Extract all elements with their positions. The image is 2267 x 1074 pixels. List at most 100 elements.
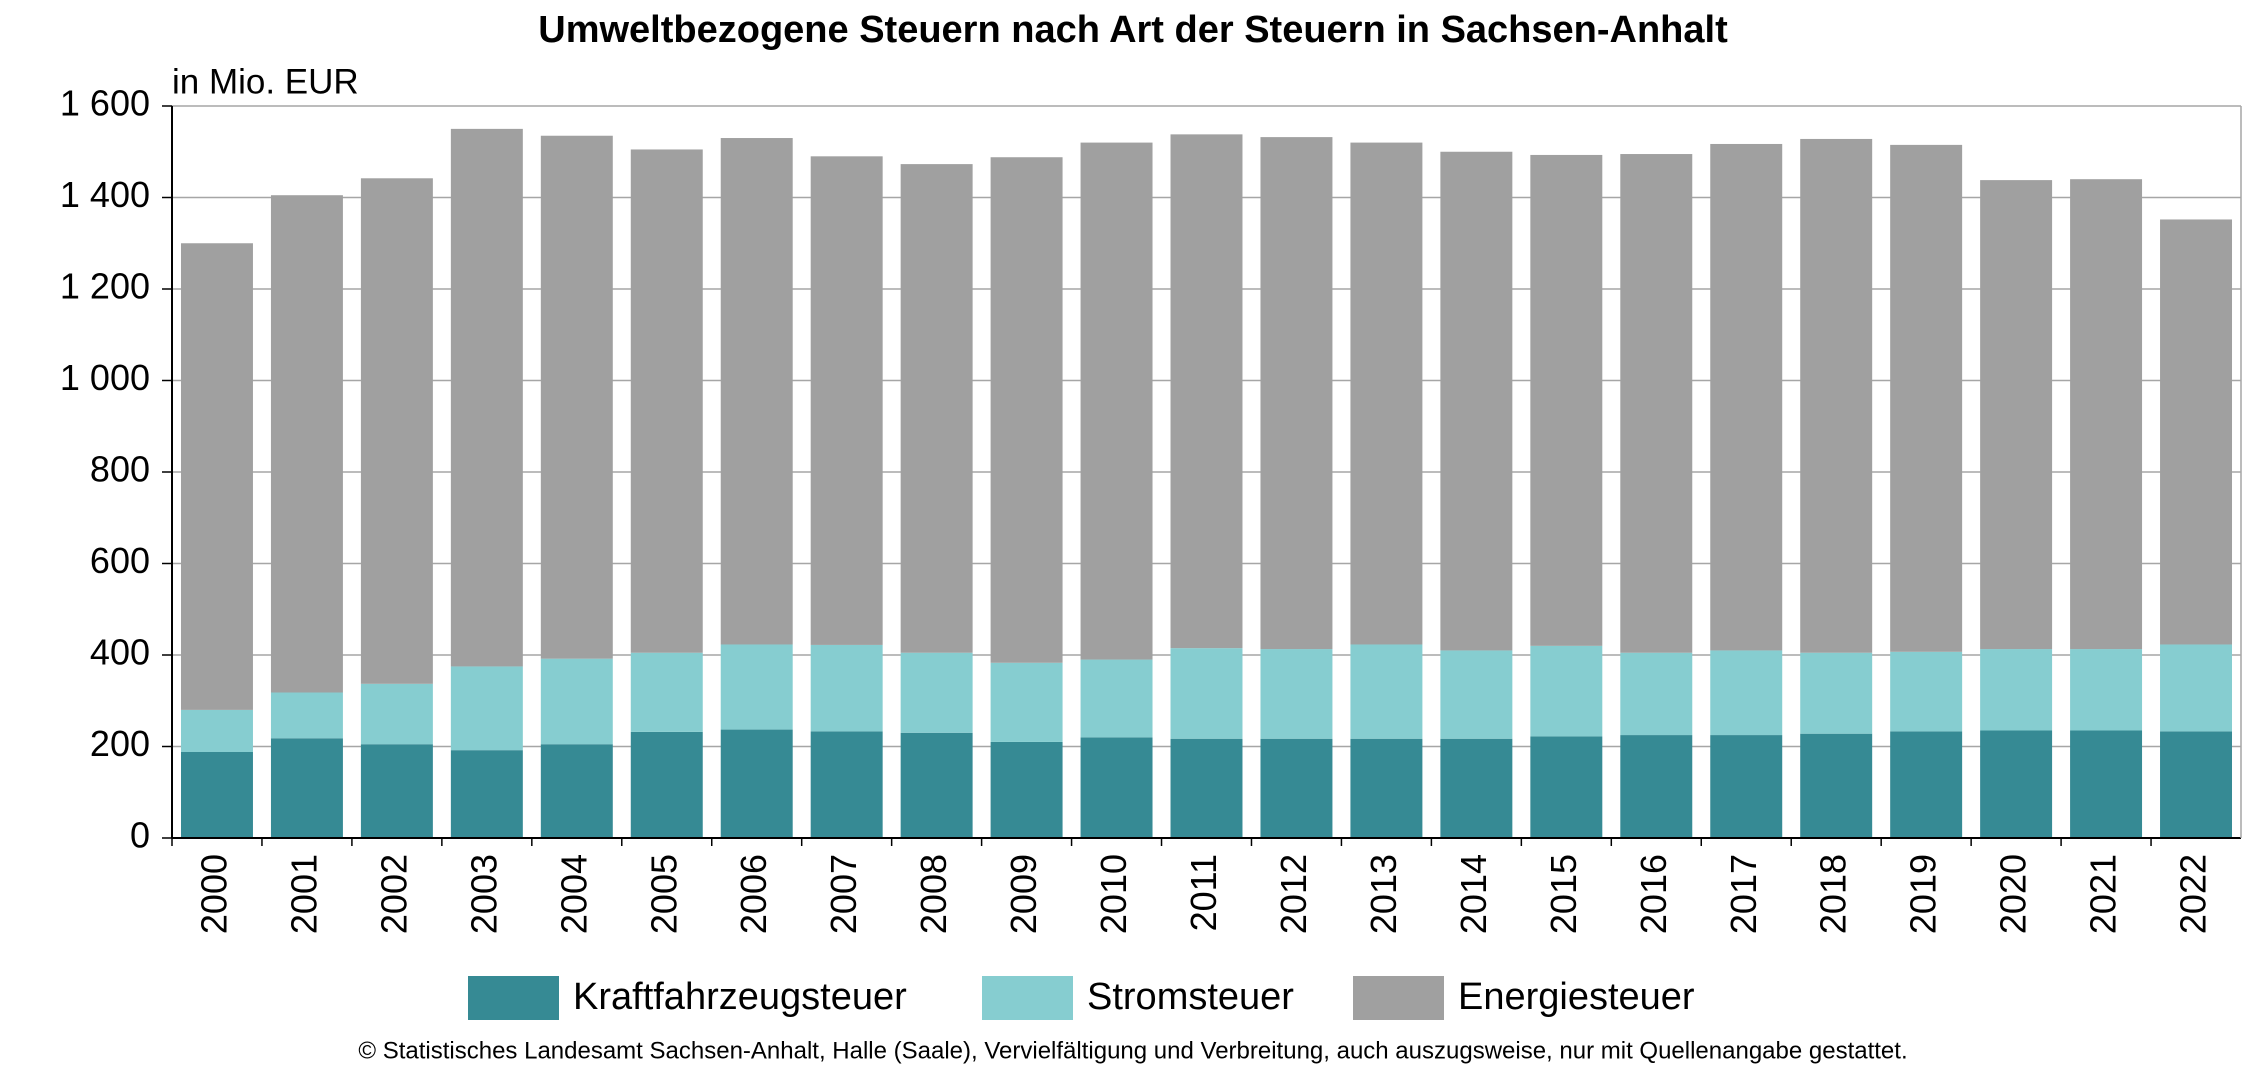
x-tick-label: 2012 xyxy=(1273,854,1314,934)
x-tick-label: 2006 xyxy=(733,854,774,934)
bar-segment xyxy=(1080,737,1153,838)
bar-segment xyxy=(1260,649,1333,739)
bar-segment xyxy=(180,709,253,752)
x-tick-label: 2001 xyxy=(283,854,324,934)
x-tick-label: 2007 xyxy=(823,854,864,934)
bar-segment xyxy=(270,195,343,693)
bar-segment xyxy=(900,732,973,838)
bar-segment xyxy=(270,738,343,838)
legend-label: Energiesteuer xyxy=(1458,976,1695,1018)
bar-segment xyxy=(2160,644,2233,732)
bar-segment xyxy=(1440,151,1513,651)
y-tick-label: 200 xyxy=(90,723,150,764)
bar-segment xyxy=(540,135,613,659)
bar-segment xyxy=(1800,652,1873,734)
x-tick-label: 2010 xyxy=(1093,854,1134,934)
bar-segment xyxy=(1080,142,1153,660)
bar-segment xyxy=(1980,180,2053,650)
footer: © Statistisches Landesamt Sachsen-Anhalt… xyxy=(358,1037,1907,1064)
legend-label: Kraftfahrzeugsteuer xyxy=(573,976,907,1018)
bar-segment xyxy=(1980,649,2053,731)
bar-segment xyxy=(1620,652,1693,736)
bar-segment xyxy=(630,149,703,653)
y-tick-label: 400 xyxy=(90,632,150,673)
bar-segment xyxy=(360,744,433,838)
bar-segment xyxy=(1440,650,1513,739)
bar-segment xyxy=(810,644,883,732)
bar-segment xyxy=(1350,142,1423,645)
x-tick-label: 2014 xyxy=(1453,854,1494,934)
bar-segment xyxy=(1080,659,1153,738)
bar-segment xyxy=(1260,137,1333,650)
x-tick-label: 2003 xyxy=(463,854,504,934)
bar-segment xyxy=(540,658,613,745)
bar-segment xyxy=(1530,645,1603,737)
y-tick-label: 0 xyxy=(130,815,150,856)
bar-segment xyxy=(180,243,253,710)
bar-segment xyxy=(1620,154,1693,653)
bar-segment xyxy=(1800,138,1873,653)
bar-segment xyxy=(180,751,253,838)
x-tick-label: 2021 xyxy=(2083,854,2124,934)
bar-segment xyxy=(1260,738,1333,838)
bar-segment xyxy=(990,741,1063,838)
bar-segment xyxy=(990,662,1063,742)
y-tick-label: 1 000 xyxy=(60,357,150,398)
bar-segment xyxy=(1170,738,1243,838)
bar-segment xyxy=(810,731,883,838)
legend-swatch xyxy=(1353,976,1444,1020)
bar-segment xyxy=(450,750,523,838)
bar-segment xyxy=(720,729,793,838)
x-tick-label: 2016 xyxy=(1633,854,1674,934)
bar-segment xyxy=(1530,154,1603,646)
x-tick-label: 2015 xyxy=(1543,854,1584,934)
bar-segment xyxy=(270,692,343,739)
x-tick-label: 2018 xyxy=(1813,854,1854,934)
bar-segment xyxy=(2070,649,2143,731)
x-tick-label: 2017 xyxy=(1723,854,1764,934)
bar-segment xyxy=(1170,648,1243,739)
bar-segment xyxy=(1800,733,1873,838)
bar-segment xyxy=(2160,219,2233,645)
bar-segment xyxy=(1710,650,1783,736)
bar-segment xyxy=(2070,179,2143,650)
y-tick-label: 600 xyxy=(90,540,150,581)
x-tick-label: 2000 xyxy=(193,854,234,934)
bar-segment xyxy=(2070,730,2143,838)
x-tick-label: 2004 xyxy=(553,854,594,934)
y-tick-label: 800 xyxy=(90,449,150,490)
bar-segment xyxy=(1440,738,1513,838)
bar-segment xyxy=(450,128,523,667)
bar-segment xyxy=(2160,731,2233,838)
bar-segment xyxy=(1530,736,1603,838)
bar-segment xyxy=(1170,134,1243,649)
x-tick-label: 2022 xyxy=(2173,854,2214,934)
bar-segment xyxy=(900,652,973,733)
y-tick-label: 1 400 xyxy=(60,174,150,215)
x-tick-label: 2008 xyxy=(913,854,954,934)
bar-segment xyxy=(360,178,433,684)
bar-segment xyxy=(540,744,613,838)
bar-segment xyxy=(900,164,973,653)
x-tick-label: 2019 xyxy=(1903,854,1944,934)
y-tick-label: 1 600 xyxy=(60,83,150,124)
bar-segment xyxy=(1350,644,1423,739)
legend-swatch xyxy=(468,976,559,1020)
bar-segment xyxy=(1710,735,1783,838)
bar-segment xyxy=(1890,731,1963,838)
bar-segment xyxy=(450,666,523,751)
bar-segment xyxy=(1890,144,1963,652)
bar-segment xyxy=(810,156,883,645)
bar-segment xyxy=(720,138,793,645)
y-axis-label: in Mio. EUR xyxy=(172,62,359,101)
legend-label: Stromsteuer xyxy=(1087,976,1294,1018)
legend-swatch xyxy=(982,976,1073,1020)
x-tick-label: 2005 xyxy=(643,854,684,934)
bar-segment xyxy=(630,731,703,838)
bar-segment xyxy=(360,683,433,745)
bar-segment xyxy=(1620,735,1693,838)
x-tick-label: 2009 xyxy=(1003,854,1044,934)
x-tick-label: 2013 xyxy=(1363,854,1404,934)
x-tick-label: 2011 xyxy=(1183,854,1224,931)
